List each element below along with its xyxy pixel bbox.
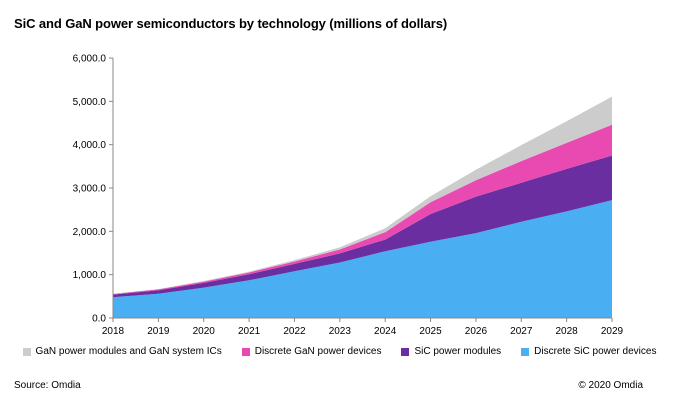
y-tick-label: 2,000.0 xyxy=(73,227,107,238)
x-tick-label: 2024 xyxy=(374,326,397,337)
y-tick-label: 1,000.0 xyxy=(73,270,107,281)
chart-title: SiC and GaN power semiconductors by tech… xyxy=(14,16,448,31)
y-tick-label: 3,000.0 xyxy=(73,184,107,195)
chart-legend: GaN power modules and GaN system ICs Disc… xyxy=(0,346,679,357)
y-tick-label: 4,000.0 xyxy=(73,140,107,151)
x-tick-label: 2026 xyxy=(465,326,488,337)
legend-swatch xyxy=(22,347,31,356)
legend-label: GaN power modules and GaN system ICs xyxy=(35,346,222,357)
y-tick-label: 0.0 xyxy=(92,314,106,325)
source-note: Source: Omdia xyxy=(14,380,81,391)
x-tick-label: 2020 xyxy=(193,326,216,337)
x-tick-label: 2018 xyxy=(102,326,125,337)
legend-item: SiC power modules xyxy=(401,346,501,357)
x-tick-label: 2019 xyxy=(147,326,170,337)
legend-label: Discrete GaN power devices xyxy=(254,346,382,357)
x-tick-label: 2022 xyxy=(283,326,306,337)
legend-swatch xyxy=(241,347,250,356)
x-tick-label: 2027 xyxy=(510,326,533,337)
x-tick-label: 2025 xyxy=(419,326,442,337)
x-tick-label: 2021 xyxy=(238,326,261,337)
legend-swatch xyxy=(401,347,410,356)
legend-label: Discrete SiC power devices xyxy=(534,346,657,357)
legend-item: GaN power modules and GaN system ICs xyxy=(22,346,222,357)
x-tick-label: 2029 xyxy=(601,326,624,337)
stacked-area-chart: 0.0 1,000.0 2,000.0 3,000.0 4,000.0 5,000.0 6,… xyxy=(73,54,624,338)
y-tick-label: 6,000.0 xyxy=(73,54,107,65)
legend-item: Discrete SiC power devices xyxy=(521,346,656,357)
x-tick-label: 2028 xyxy=(556,326,579,337)
y-tick-label: 5,000.0 xyxy=(73,97,107,108)
legend-swatch xyxy=(521,347,530,356)
axes-group: 0.0 1,000.0 2,000.0 3,000.0 4,000.0 5,000.0 6,… xyxy=(73,54,624,338)
area-series-group xyxy=(113,96,612,318)
legend-item: Discrete GaN power devices xyxy=(241,346,382,357)
legend-label: SiC power modules xyxy=(414,346,502,357)
area-discrete-sic-power-devices xyxy=(113,200,612,318)
copyright-note: © 2020 Omdia xyxy=(578,380,643,391)
x-tick-label: 2023 xyxy=(329,326,352,337)
